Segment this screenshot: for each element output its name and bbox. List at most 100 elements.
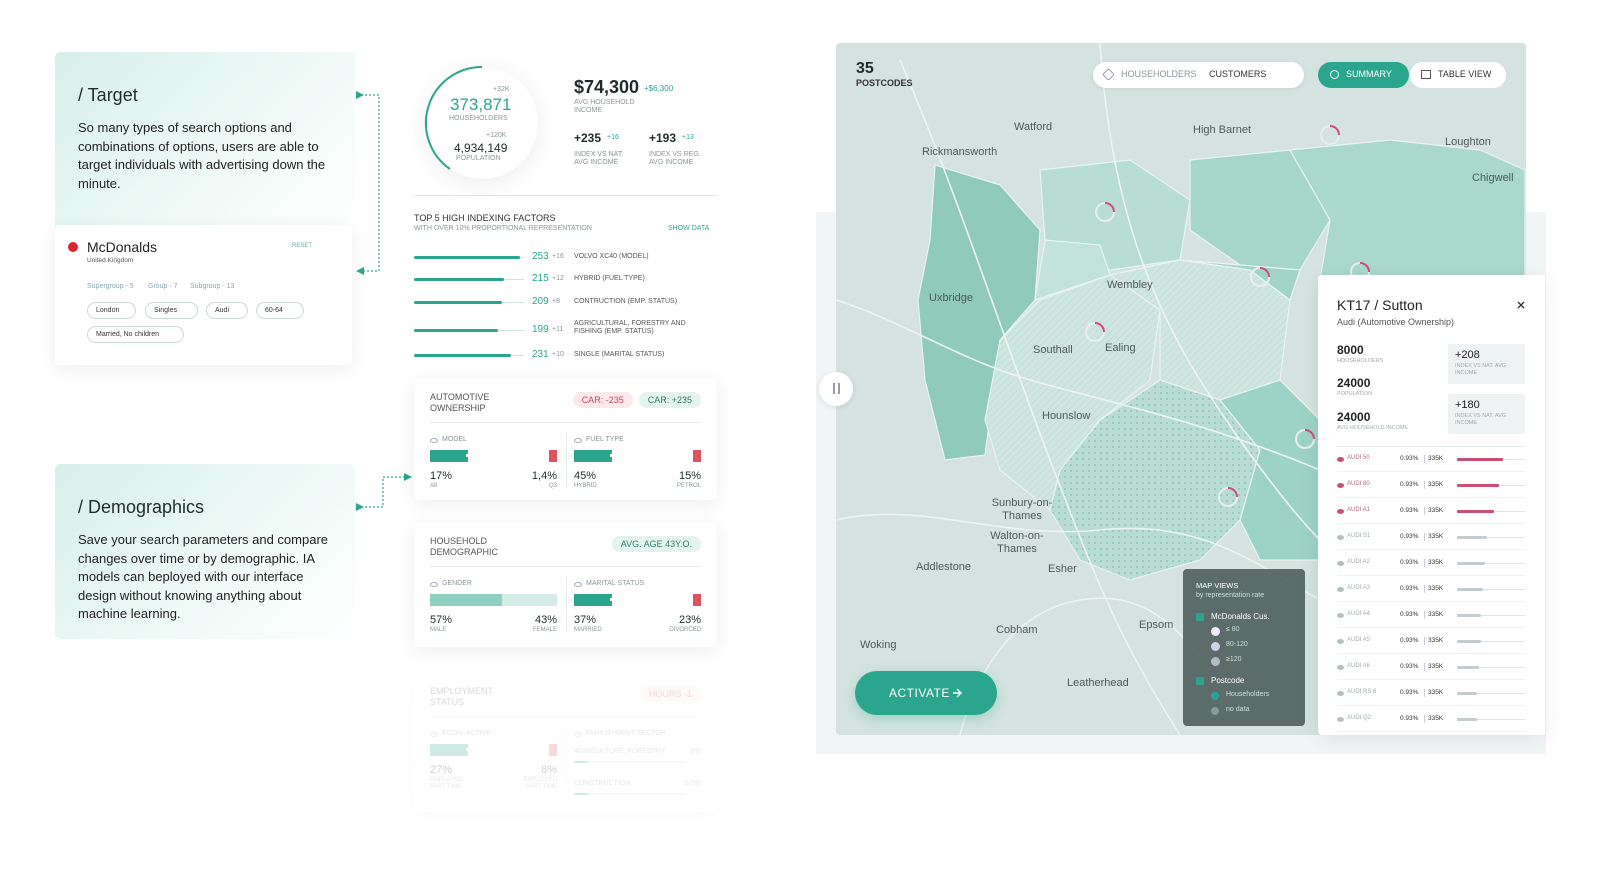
factor-delta: +10 bbox=[552, 351, 564, 358]
filter-chip[interactable]: Audi bbox=[206, 302, 248, 319]
households-value: 373,871 bbox=[450, 95, 512, 114]
legend-subtitle: by representation rate bbox=[1196, 592, 1265, 599]
row-track bbox=[1457, 537, 1525, 538]
toggle-option[interactable]: CUSTOMERS bbox=[1209, 69, 1267, 79]
table-view-label[interactable]: TABLE VIEW bbox=[1438, 69, 1492, 79]
eye-icon bbox=[1337, 639, 1344, 644]
separator bbox=[1424, 533, 1425, 541]
region bbox=[1034, 239, 1111, 301]
bar-marker bbox=[466, 454, 469, 457]
arrow bbox=[953, 688, 962, 698]
collapse-button[interactable] bbox=[819, 372, 853, 406]
row-fill bbox=[1457, 640, 1481, 643]
card-divider bbox=[430, 422, 701, 423]
ring-bg bbox=[426, 67, 538, 179]
region bbox=[917, 164, 1041, 461]
summary-label[interactable]: SUMMARY bbox=[1346, 69, 1392, 79]
model-name: AUDI A3 bbox=[1347, 585, 1371, 591]
row-divider bbox=[1337, 679, 1525, 680]
badge: AVG. AGE 43Y.O. bbox=[611, 536, 701, 552]
ring-arc bbox=[424, 66, 483, 170]
toggle-pill[interactable] bbox=[1093, 62, 1304, 88]
place-label: Southall bbox=[1033, 344, 1073, 356]
road bbox=[835, 513, 1321, 601]
row-divider bbox=[1337, 731, 1525, 732]
bar-part bbox=[574, 450, 612, 462]
demographics-title: / Demographics bbox=[78, 497, 205, 517]
filter-chip[interactable]: London bbox=[87, 302, 136, 319]
row-fill bbox=[1457, 588, 1483, 591]
section-right-value: 8% bbox=[541, 764, 557, 776]
separator bbox=[1424, 585, 1425, 593]
factor-value: 231 bbox=[532, 349, 549, 360]
legend-checkbox[interactable] bbox=[1196, 677, 1204, 685]
sector-value: 8% bbox=[690, 748, 701, 755]
bar-part bbox=[502, 594, 557, 606]
row-fill bbox=[1457, 510, 1494, 513]
model-count: 335K bbox=[1428, 455, 1444, 462]
brand-country: United Kingdom bbox=[87, 257, 134, 264]
model-name: AUDI A1 bbox=[1347, 507, 1371, 513]
eye-icon bbox=[1337, 665, 1344, 670]
legend-checkbox[interactable] bbox=[1196, 613, 1204, 621]
map-legend: MAP VIEWS by representation rate McDonalds… bbox=[1183, 569, 1305, 726]
show-data-link[interactable]: SHOW DATA bbox=[668, 225, 710, 232]
filter-chip[interactable]: Singles bbox=[145, 302, 198, 319]
section-right-value: 43% bbox=[534, 614, 557, 626]
detail-index-label: INDEX VS NAT. AVG INCOME bbox=[1455, 413, 1507, 426]
sector-value: 6.5% bbox=[685, 780, 701, 787]
section-right-value: 23% bbox=[678, 614, 701, 626]
row-fill bbox=[1457, 458, 1503, 461]
toggle-option[interactable]: HOUSEHOLDERS bbox=[1121, 69, 1197, 79]
model-share: 0.93% bbox=[1400, 507, 1419, 514]
activate-button[interactable] bbox=[855, 671, 997, 715]
activate-label[interactable]: ACTIVATE bbox=[889, 686, 950, 700]
close-icon bbox=[1517, 301, 1525, 309]
close-button[interactable] bbox=[1516, 300, 1526, 310]
eye-icon bbox=[574, 438, 582, 443]
model-count: 335K bbox=[1428, 715, 1444, 722]
place-label: Uxbridge bbox=[929, 292, 974, 304]
factor-value: 209 bbox=[532, 296, 549, 307]
legend-swatch bbox=[1211, 627, 1220, 636]
reset-button[interactable]: RESET bbox=[292, 243, 313, 249]
separator bbox=[1424, 611, 1425, 619]
road bbox=[835, 299, 1321, 471]
row-divider bbox=[1337, 705, 1525, 706]
row-divider bbox=[1337, 653, 1525, 654]
model-name: AUDI 50 bbox=[1347, 455, 1370, 461]
index-delta: +16 bbox=[607, 134, 619, 141]
eye-icon bbox=[430, 582, 438, 587]
model-count: 335K bbox=[1428, 507, 1444, 514]
factor-value: 253 bbox=[532, 251, 549, 262]
row-fill bbox=[1457, 718, 1477, 721]
legend-layer: Postcode bbox=[1211, 676, 1245, 685]
section-right-label: PETROL bbox=[676, 483, 701, 489]
demographics-text: Save your search parameters and compare … bbox=[78, 532, 329, 621]
factor-label: AGRICULTURAL, FORESTRY AND FISHING (EMP.… bbox=[574, 320, 686, 336]
filter-chip[interactable]: Married, No children bbox=[87, 326, 184, 343]
postcode-count: 35 bbox=[856, 60, 874, 77]
detail-index-value: +208 bbox=[1455, 349, 1480, 361]
income-label: AVG HOUSEHOLD INCOME bbox=[574, 99, 635, 115]
income-delta: +$6,300 bbox=[644, 84, 674, 93]
model-name: AUDI Q2 bbox=[1347, 715, 1372, 721]
filter-chip[interactable]: 60-64 bbox=[256, 302, 304, 319]
row-divider bbox=[1337, 497, 1525, 498]
bar-part bbox=[430, 450, 468, 462]
factor-bar bbox=[414, 329, 498, 332]
row-track bbox=[1457, 589, 1525, 590]
model-count: 335K bbox=[1428, 481, 1444, 488]
factors-title: TOP 5 HIGH INDEXING FACTORS bbox=[414, 213, 556, 223]
detail-panel: KT17 / Sutton Audi (Automotive Ownership)… bbox=[1318, 275, 1545, 735]
factor-delta: +12 bbox=[552, 275, 564, 282]
summary-ring bbox=[424, 66, 538, 179]
metric-card: AUTOMOTIVE OWNERSHIP CAR: -235 CAR: +235 MO… bbox=[414, 378, 717, 500]
row-track bbox=[1457, 615, 1525, 616]
spinner-arc bbox=[1329, 125, 1340, 136]
summary-icon bbox=[1330, 70, 1339, 79]
section-divider bbox=[566, 726, 567, 781]
separator bbox=[1424, 637, 1425, 645]
model-count: 335K bbox=[1428, 611, 1444, 618]
legend-bin: ≤ 80 bbox=[1226, 626, 1240, 633]
